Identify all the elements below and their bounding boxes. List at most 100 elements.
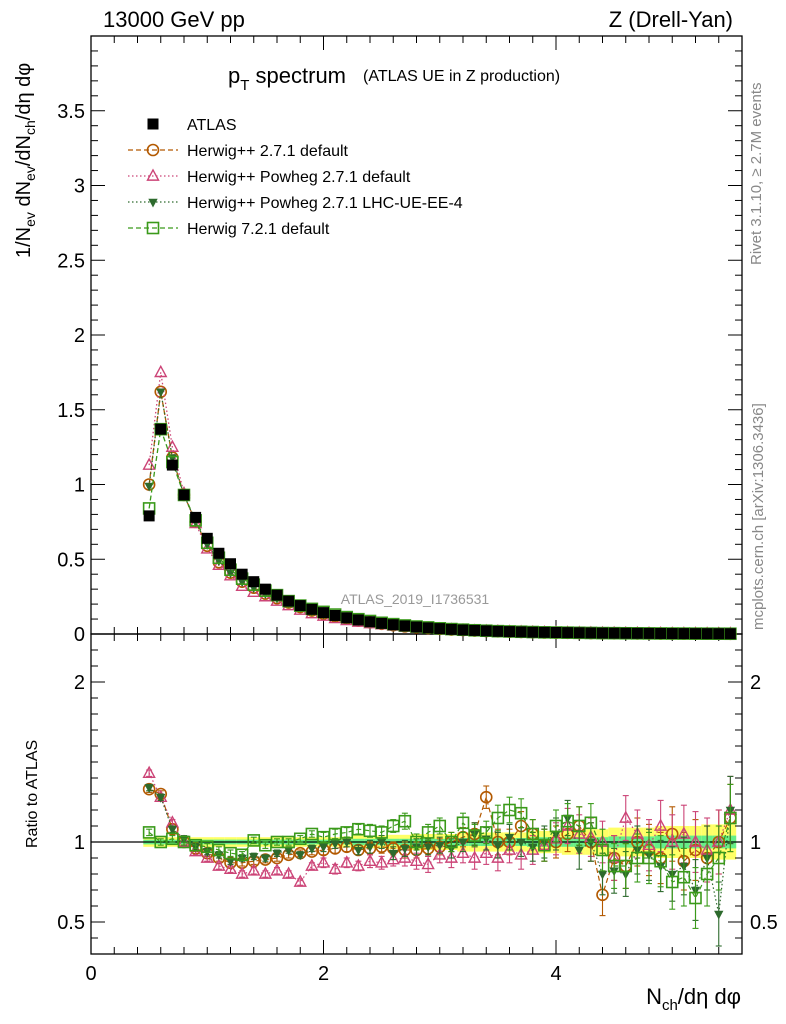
legend-marker: [146, 168, 160, 181]
main-point: [213, 547, 225, 559]
main-point: [318, 607, 329, 619]
main-point: [142, 457, 156, 470]
ratio-point: [223, 861, 238, 875]
main-point: [155, 423, 167, 435]
ratio-point: [398, 850, 412, 863]
ratio-point: [272, 849, 282, 859]
legend-label: Herwig++ Powheg 2.7.1 LHC-UE-EE-4: [187, 195, 463, 212]
plot-title: pT spectrum: [228, 63, 346, 94]
main-point: [247, 584, 261, 597]
ratio-point: [526, 827, 540, 841]
mcplots-label: mcplots.cern.ch [arXiv:1306.3436]: [750, 403, 767, 630]
main-point: [144, 482, 154, 492]
main-point: [608, 627, 620, 639]
ratio-point: [596, 843, 609, 857]
ratio-point: [281, 866, 296, 879]
main-point: [678, 628, 690, 640]
main-point: [235, 578, 249, 591]
ratio-point: [456, 845, 470, 859]
ratio-point: [456, 816, 470, 830]
ratio-point: [142, 765, 156, 779]
legend-label: ATLAS: [187, 117, 237, 134]
main-point: [156, 388, 166, 398]
analysis-watermark: ATLAS_2019_I1736531: [341, 591, 490, 607]
header-process: Z (Drell-Yan): [609, 7, 733, 32]
ratio-point: [479, 845, 493, 859]
ratio-point: [375, 826, 388, 839]
ratio-point: [316, 855, 331, 868]
main-y-tick-label: 2.5: [57, 250, 85, 272]
ratio-point: [619, 810, 633, 823]
main-point: [713, 628, 725, 640]
ratio-point: [318, 843, 329, 853]
ratio-point: [597, 870, 608, 880]
ratio-point: [342, 838, 352, 848]
ratio-point: [444, 850, 459, 863]
main-point: [364, 616, 376, 628]
main-point: [166, 459, 178, 471]
main-point: [236, 568, 248, 580]
legend-entry: Herwig++ 2.7.1 default: [128, 143, 349, 160]
ratio-point: [433, 847, 447, 860]
ratio-point: [295, 851, 305, 861]
ratio-point: [433, 819, 447, 833]
plot-title-detail: (ATLAS UE in Z production): [363, 68, 560, 85]
main-point: [376, 617, 388, 629]
x-tick-label: 0: [85, 963, 96, 985]
main-point: [538, 626, 550, 638]
ratio-point: [688, 834, 703, 847]
ratio-point: [574, 846, 584, 856]
ratio-y-tick-label: 0.5: [57, 912, 85, 934]
legend-entry: Herwig 7.2.1 default: [128, 221, 330, 238]
main-y-tick-label: 0: [74, 624, 85, 646]
main-y-tick-label: 3: [74, 176, 85, 198]
main-point: [469, 624, 481, 636]
ratio-point: [421, 856, 435, 870]
ratio-point: [724, 811, 737, 825]
ratio-point: [502, 842, 517, 855]
ratio-point: [689, 891, 702, 905]
main-point: [434, 623, 446, 635]
ratio-point: [258, 866, 273, 879]
main-point: [562, 627, 574, 639]
legend-marker: [146, 221, 160, 235]
ratio-series-layer: [142, 765, 738, 947]
main-series-0: [143, 423, 736, 640]
ratio-point: [340, 855, 354, 868]
ratio-point: [156, 793, 166, 803]
main-y-tick-label: 1.5: [57, 400, 85, 422]
ratio-point: [514, 847, 528, 860]
main-point: [690, 628, 701, 640]
main-point: [259, 583, 271, 595]
main-point: [201, 532, 213, 544]
main-point: [457, 624, 469, 636]
legend-label: Herwig++ 2.7.1 default: [187, 143, 349, 160]
ratio-point: [398, 814, 412, 828]
ratio-point: [200, 850, 214, 863]
main-y-axis-label: 1/Nev dNev/dNch/dη dφ: [13, 63, 38, 258]
ratio-point: [586, 838, 596, 848]
main-point: [190, 511, 202, 523]
ratio-series-3: [142, 783, 737, 929]
legend-label: Herwig 7.2.1 default: [187, 221, 330, 238]
main-point: [701, 628, 713, 640]
ratio-point: [493, 841, 503, 851]
ratio-point: [247, 863, 261, 876]
main-point: [248, 576, 260, 588]
main-point: [504, 626, 515, 638]
main-axis-ticks: 0 0.5 1 1.5 2 2.5 3 3.5: [57, 36, 743, 646]
ratio-point: [167, 825, 178, 835]
legend-entry: ATLAS: [147, 117, 237, 134]
ratio-point: [458, 838, 468, 848]
legend-marker: [148, 198, 158, 208]
main-point: [399, 620, 411, 632]
ratio-y-axis-label: Ratio to ATLAS: [24, 740, 41, 848]
ratio-point: [479, 790, 493, 804]
ratio-y-tick-label: 1: [74, 832, 85, 854]
main-y-tick-label: 3.5: [57, 101, 85, 123]
ratio-point: [712, 851, 726, 865]
ratio-y-tick-label-right: 1: [750, 832, 761, 854]
ratio-point: [328, 861, 342, 875]
plot-title-rest: spectrum: [249, 63, 346, 88]
